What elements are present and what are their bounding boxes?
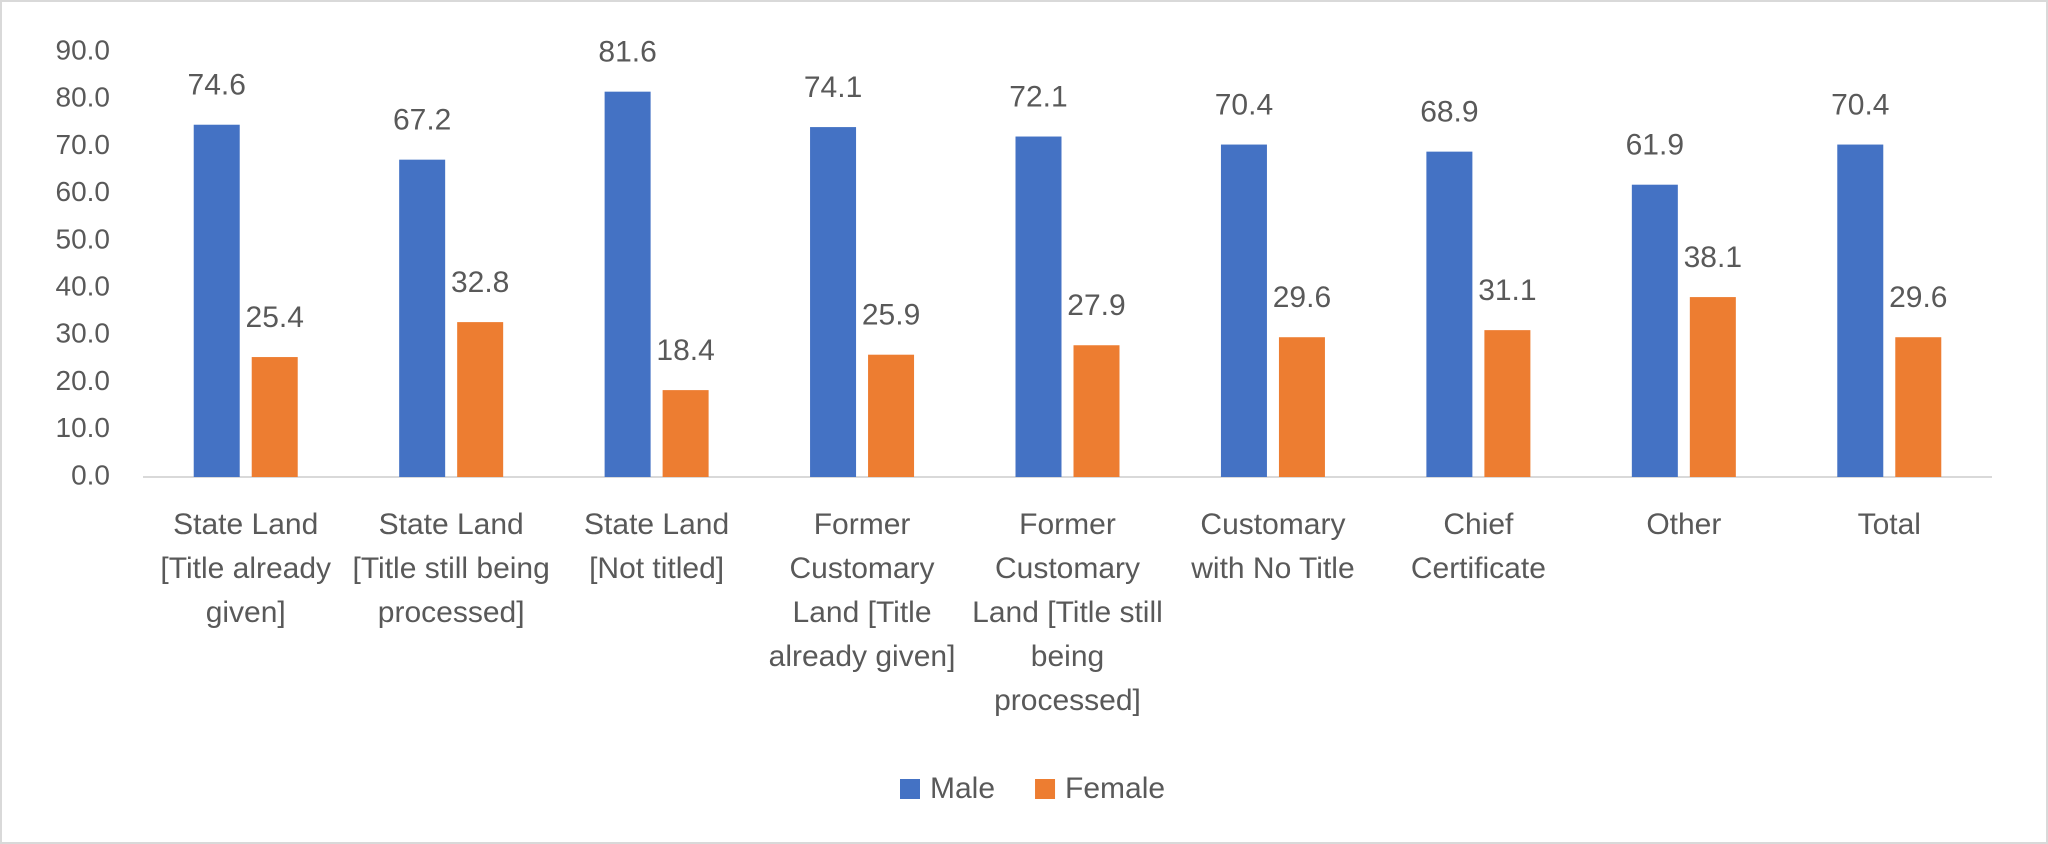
data-label: 29.6 [1889,281,1947,314]
y-tick-label: 20.0 [56,365,111,396]
y-tick-label: 70.0 [56,129,111,160]
y-tick-label: 10.0 [56,412,111,443]
bar [457,322,504,477]
bar [1689,297,1736,477]
data-label: 61.9 [1626,129,1684,162]
data-label: 68.9 [1420,96,1478,129]
bar [1631,184,1678,477]
data-label: 70.4 [1831,88,1889,121]
data-label: 18.4 [656,334,714,367]
x-tick-label: Customary with No Title [1191,508,1355,585]
bar [662,390,709,477]
bar [1426,151,1473,477]
y-tick-label: 90.0 [56,34,111,65]
data-label: 31.1 [1478,274,1536,307]
bar [1220,144,1267,478]
bar [1837,144,1884,478]
y-tick-label: 50.0 [56,223,111,254]
data-label: 25.9 [862,299,920,332]
bar [1073,345,1120,477]
legend-label: Female [1065,772,1165,805]
data-label: 72.1 [1009,80,1067,113]
bar [399,159,446,477]
x-tick-label: Total [1857,508,1921,541]
x-tick-label: State Land [Not titled] [584,508,730,585]
x-tick-label: Former Customary Land [Title still being… [972,508,1163,717]
bar [810,127,857,477]
x-tick-label: State Land [Title still being processed] [352,508,550,629]
data-label: 38.1 [1684,241,1742,274]
data-label: 74.6 [188,69,246,102]
legend-swatch [900,779,920,799]
bar [1015,136,1062,477]
y-tick-label: 40.0 [56,271,111,302]
data-label: 32.8 [451,266,509,299]
y-tick-label: 60.0 [56,176,111,207]
y-tick-label: 0.0 [71,459,110,490]
bar [604,91,651,478]
bar [251,357,298,477]
data-label: 70.4 [1215,88,1273,121]
x-tick-label: Chief Certificate [1410,508,1546,585]
data-label: 81.6 [598,36,656,69]
x-tick-label: State Land [Title already given] [160,508,332,629]
bar [1484,330,1531,477]
legend-label: Male [930,772,995,805]
bar [1895,337,1942,477]
y-tick-label: 80.0 [56,82,111,113]
bar [1278,337,1325,477]
data-label: 25.4 [246,301,304,334]
data-label: 67.2 [393,104,451,137]
data-label: 27.9 [1067,289,1125,322]
legend-swatch [1035,779,1056,799]
x-tick-label: Other [1646,508,1722,541]
x-tick-label: Former Customary Land [Title already giv… [768,508,956,673]
data-label: 29.6 [1273,281,1331,314]
bar [868,354,915,477]
bar [193,124,240,477]
data-label: 74.1 [804,71,862,104]
y-tick-label: 30.0 [56,318,111,349]
